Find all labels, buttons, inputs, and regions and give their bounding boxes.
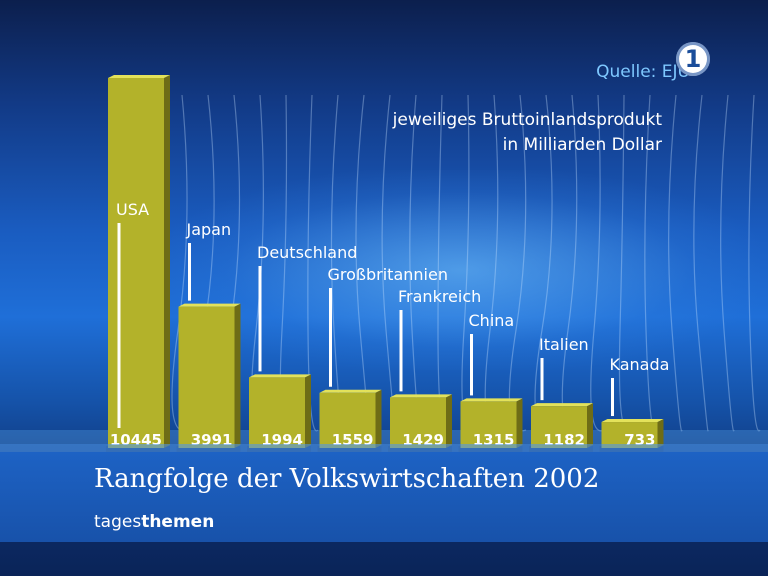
category-label: Deutschland [257,243,357,262]
subtitle-line-2: in Milliarden Dollar [502,135,662,155]
bar-top [108,75,170,78]
bar-top [319,389,382,393]
category-label: Frankreich [398,287,481,306]
tagesthemen-brand: tagesthemen [94,512,214,532]
category-label: Japan [186,220,232,239]
bar-side [305,374,311,448]
grid-wave-line [307,94,319,432]
das-erste-logo-icon: 1 [676,42,710,76]
bar-side [234,303,241,448]
bar [601,422,658,448]
footer-band [0,452,768,542]
category-label: USA [116,200,149,219]
bar-side [164,75,170,448]
bar [531,406,587,448]
category-label: China [469,311,515,330]
brand-part-themen: themen [141,512,215,532]
bar-top [390,394,452,398]
bar-side [587,403,593,448]
bar [178,306,235,448]
bar [460,401,517,448]
bar-top [249,374,311,378]
bar-top [178,303,241,307]
bar-side [516,398,523,448]
bar [390,397,446,448]
bar [249,377,305,448]
bar-side [446,394,452,448]
grid-wave-line [668,94,683,432]
bar [319,392,376,448]
subtitle-line-1: jeweiliges Bruttoinlandsprodukt [392,110,662,130]
category-label: Großbritannien [328,265,448,284]
chart-title: Rangfolge der Volkswirtschaften 2002 [94,464,600,494]
category-label: Kanada [610,355,670,374]
grid-wave-line [748,94,761,432]
category-label: Italien [539,335,589,354]
bar [108,78,164,448]
grid-wave-line [693,94,709,432]
bar-top [531,403,593,407]
bar-top [460,398,523,402]
source-label: Quelle: EJU [596,62,690,82]
brand-part-tages: tages [94,512,142,532]
bar-side [375,389,382,448]
chart-subtitle: jeweiliges Bruttoinlandsprodukt in Milli… [393,108,662,158]
bar-side [657,419,664,448]
footer-band-highlight [0,444,768,454]
bar-top [601,419,664,423]
grid-wave-line [590,94,605,432]
grid-wave-line [720,94,735,432]
